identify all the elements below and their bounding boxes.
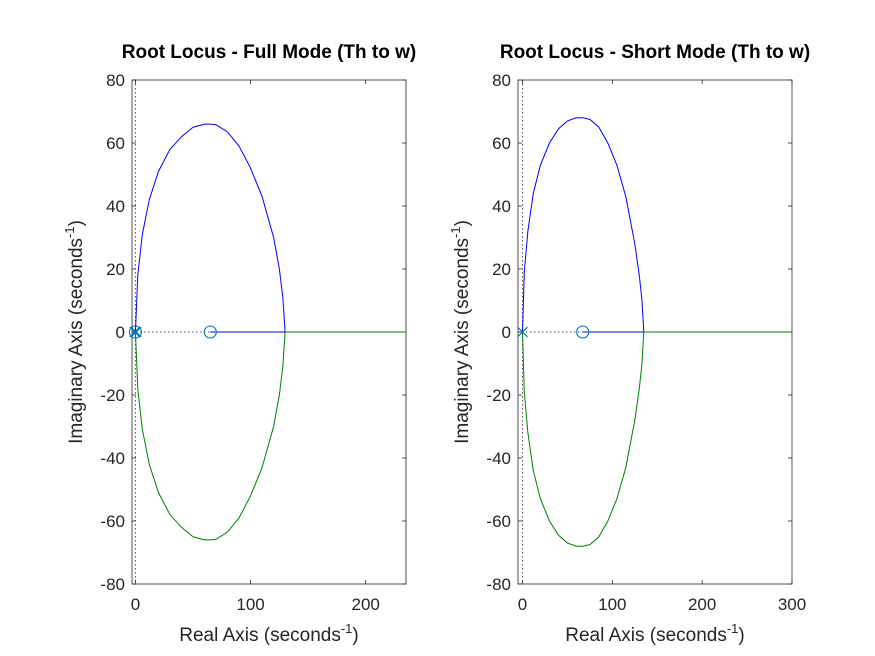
y-tick-label: -60 (100, 512, 125, 531)
y-tick-label: 60 (492, 134, 511, 153)
plot-short-mode: -80 -60 -40 -20 0 20 40 60 80 0 100 200 300 Root Locu… (448, 42, 810, 646)
y-tick-label: -80 (486, 575, 511, 594)
locus-upper-branch (521, 117, 645, 333)
x-tick-label: 200 (688, 595, 716, 614)
y-tick-label: 40 (492, 197, 511, 216)
locus-lower-branch (521, 331, 645, 547)
y-tick-label: -80 (100, 575, 125, 594)
y-tick-label: 60 (106, 134, 125, 153)
y-tick-label: 80 (492, 71, 511, 90)
y-tick-label: -20 (100, 386, 125, 405)
y-axis-label-sup: -1 (448, 226, 463, 238)
x-axis-label: Real Axis (seconds-1) (179, 621, 358, 646)
zero-marker (128, 325, 143, 339)
plot-full-mode: -80 -60 -40 -20 0 20 40 60 80 0 100 200 Root Locus -… (62, 42, 416, 646)
zero-marker (576, 325, 590, 339)
pole-marker (130, 326, 142, 338)
zero-marker (203, 325, 217, 339)
x-tick-label: 0 (131, 595, 140, 614)
y-tick-label: -20 (486, 386, 511, 405)
y-tick-label: 20 (106, 260, 125, 279)
x-tick-label: 300 (778, 595, 806, 614)
pole-marker (129, 326, 141, 338)
x-axis-label-sup: -1 (727, 621, 739, 636)
x-axis-label: Real Axis (seconds-1) (565, 621, 744, 646)
chart-title: Root Locus - Full Mode (Th to w) (122, 42, 416, 63)
x-tick-label: 200 (352, 595, 380, 614)
y-axis-label-sup: -1 (62, 226, 77, 238)
y-axis-label: Imaginary Axis (seconds-1) (448, 220, 473, 444)
y-tick-label: -40 (100, 449, 125, 468)
x-axis-label-text: Real Axis (seconds (179, 625, 341, 646)
y-tick-label: 0 (502, 323, 511, 342)
x-axis-label-sup: -1 (341, 621, 353, 636)
y-axis-label-text: Imaginary Axis (seconds (66, 238, 87, 444)
y-tick-label: 40 (106, 197, 125, 216)
y-tick-label: 0 (116, 323, 125, 342)
y-axis-label-end: ) (66, 220, 87, 226)
x-axis-label-text: Real Axis (seconds (565, 625, 727, 646)
y-tick-label: 20 (492, 260, 511, 279)
locus-lower-branch (134, 331, 286, 541)
x-tick-label: 100 (236, 595, 264, 614)
locus-upper-branch (134, 123, 286, 333)
y-tick-label: 80 (106, 71, 125, 90)
pole-marker (517, 326, 528, 338)
y-axis-label-end: ) (452, 220, 473, 226)
y-tick-label: -60 (486, 512, 511, 531)
x-tick-label: 0 (518, 595, 527, 614)
chart-title: Root Locus - Short Mode (Th to w) (500, 42, 810, 63)
y-axis-label-text: Imaginary Axis (seconds (452, 238, 473, 444)
y-axis-label: Imaginary Axis (seconds-1) (62, 220, 87, 444)
x-axis-label-end: ) (352, 625, 358, 646)
x-axis-label-end: ) (738, 625, 744, 646)
x-tick-label: 100 (598, 595, 626, 614)
y-tick-label: -40 (486, 449, 511, 468)
